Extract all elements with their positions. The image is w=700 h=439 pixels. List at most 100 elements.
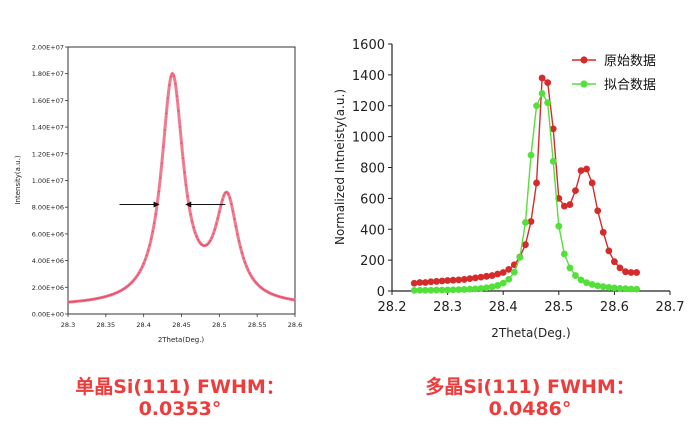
series-1-point — [544, 79, 552, 86]
series-1-point — [566, 201, 574, 208]
left-data-point — [201, 244, 204, 247]
right-y-tick-label: 200 — [360, 254, 385, 269]
left-data-point — [177, 109, 180, 112]
right-caption-value: 0.0486° — [488, 398, 572, 420]
right-x-tick-label: 28.4 — [489, 300, 518, 315]
left-data-point — [191, 220, 193, 223]
left-x-tick-label: 28.55 — [248, 321, 267, 329]
left-data-point — [114, 292, 116, 295]
left-data-point — [92, 298, 95, 301]
series-2-point — [499, 279, 507, 287]
series-2-point — [416, 286, 424, 294]
series-2-point — [622, 285, 629, 293]
left-data-point — [144, 258, 147, 261]
left-data-point — [229, 197, 231, 200]
left-data-point — [97, 297, 100, 300]
left-data-point — [136, 274, 139, 276]
left-data-point — [215, 223, 218, 225]
left-data-point — [288, 298, 290, 300]
left-data-point — [159, 176, 162, 179]
left-data-point — [157, 190, 160, 193]
left-data-point — [170, 75, 172, 78]
left-data-point — [179, 125, 181, 128]
left-data-point — [182, 157, 184, 160]
left-x-tick-label: 28.35 — [97, 321, 116, 329]
left-data-point — [121, 288, 124, 291]
left-data-point — [141, 266, 144, 268]
right-x-tick-label: 28.2 — [378, 300, 407, 315]
series-1-point — [421, 279, 429, 286]
series-2-point — [577, 276, 585, 284]
left-plot-frame — [67, 46, 296, 315]
series-1-point — [505, 265, 513, 273]
series-2-point — [488, 283, 496, 291]
left-data-point — [126, 285, 128, 288]
series-1-point — [477, 273, 485, 281]
series-2-point — [616, 284, 624, 292]
left-data-point — [250, 274, 253, 277]
left-data-point — [189, 213, 192, 216]
series-1-point — [633, 269, 641, 276]
series-1-point — [627, 269, 635, 276]
series-2-point — [605, 284, 613, 291]
left-data-point — [263, 289, 266, 292]
left-y-tick-label: 1.60E+07 — [32, 97, 64, 105]
series-1-point — [449, 276, 457, 284]
left-data-point — [291, 298, 293, 301]
series-1-point — [605, 247, 613, 255]
left-data-point — [226, 191, 228, 194]
left-data-point — [163, 129, 166, 131]
left-data-point — [292, 298, 295, 301]
left-data-point — [104, 295, 107, 298]
series-2-point — [549, 157, 557, 165]
left-data-point — [256, 283, 259, 285]
left-data-point — [227, 193, 230, 195]
series-1-point — [588, 179, 596, 187]
left-data-point — [174, 83, 177, 85]
left-data-point — [259, 285, 262, 288]
series-2-point — [599, 283, 607, 291]
series-1-point — [527, 218, 535, 225]
left-x-tick-label: 28.6 — [288, 321, 302, 329]
left-data-point — [186, 195, 189, 198]
left-data-point — [192, 226, 195, 229]
left-y-tick-label: 1.00E+07 — [32, 177, 64, 185]
left-data-point — [107, 294, 110, 297]
series-1-point — [522, 241, 529, 249]
series-1-point — [488, 272, 496, 279]
series-2-point — [505, 275, 513, 283]
left-data-point — [206, 243, 209, 246]
left-caption-value: 0.0353° — [138, 398, 222, 420]
series-2-point — [560, 250, 568, 258]
left-data-point — [283, 297, 286, 299]
left-data-point — [268, 291, 271, 294]
legend-label: 原始数据 — [604, 54, 656, 69]
left-data-point — [132, 280, 134, 282]
left-data-point — [245, 265, 248, 268]
left-data-point — [265, 290, 268, 293]
left-data-point — [150, 237, 153, 240]
series-1-point — [499, 269, 507, 276]
left-y-tick-label: 8.00E+06 — [32, 204, 64, 212]
series-2-point — [444, 286, 451, 294]
legend-swatch-marker — [580, 56, 588, 64]
left-data-point — [71, 300, 74, 303]
left-data-point — [194, 231, 197, 234]
left-data-point — [76, 300, 78, 303]
left-data-point — [200, 243, 203, 245]
left-data-point — [241, 252, 243, 254]
left-data-point — [112, 293, 115, 295]
left-data-point — [98, 297, 101, 299]
series-1-point — [572, 187, 579, 195]
left-data-point — [130, 281, 133, 284]
left-caption-title: 单晶Si(111) FWHM： — [75, 376, 285, 398]
fwhm-arrowhead-right — [185, 201, 192, 208]
left-data-point — [281, 296, 284, 299]
series-2-point — [533, 102, 540, 110]
left-data-point — [103, 295, 106, 298]
series-2-point — [472, 285, 479, 293]
series-2-point — [455, 286, 463, 294]
left-data-point — [216, 217, 219, 220]
left-data-point — [289, 298, 292, 301]
